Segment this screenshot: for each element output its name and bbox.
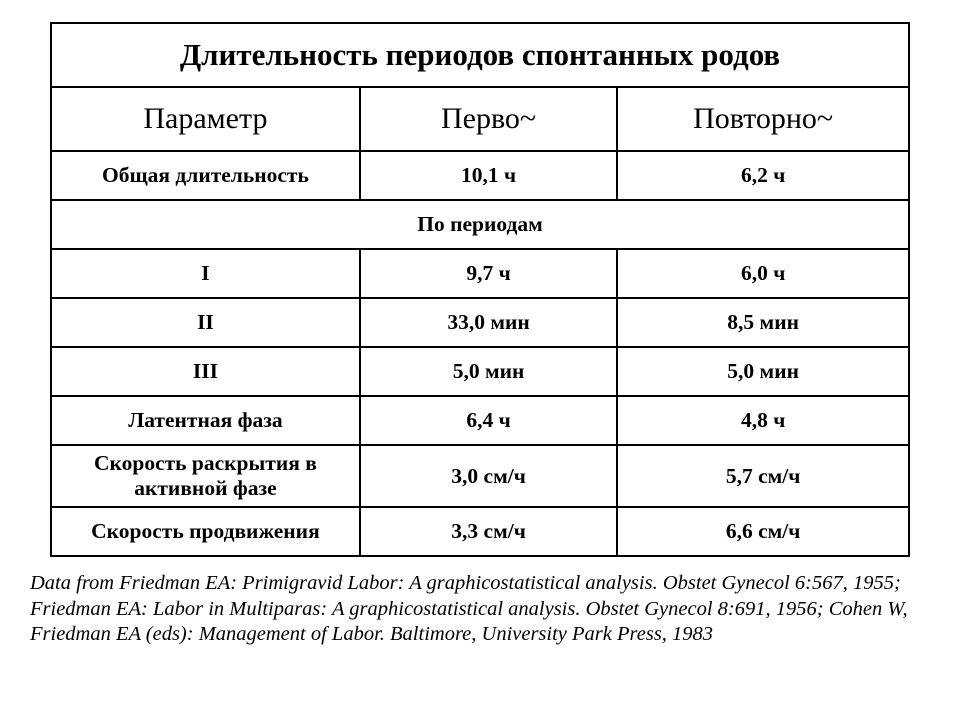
cell-label: Общая длительность [51, 151, 360, 200]
cell-primi: 3,3 см/ч [360, 507, 617, 556]
cell-multi: 6,6 см/ч [617, 507, 909, 556]
cell-label: II [51, 298, 360, 347]
header-multi: Повторно~ [617, 87, 909, 151]
cell-primi: 6,4 ч [360, 396, 617, 445]
header-param: Параметр [51, 87, 360, 151]
row-descent-rate: Скорость продвижения 3,3 см/ч 6,6 см/ч [51, 507, 909, 556]
cell-label: III [51, 347, 360, 396]
row-latent-phase: Латентная фаза 6,4 ч 4,8 ч [51, 396, 909, 445]
header-primi: Перво~ [360, 87, 617, 151]
cell-primi: 33,0 мин [360, 298, 617, 347]
cell-label: Латентная фаза [51, 396, 360, 445]
cell-multi: 4,8 ч [617, 396, 909, 445]
labor-duration-table: Длительность периодов спонтанных родов П… [50, 22, 910, 557]
cell-primi: 10,1 ч [360, 151, 617, 200]
row-period-ii: II 33,0 мин 8,5 мин [51, 298, 909, 347]
row-dilation-rate: Скорость раскрытия в активной фазе 3,0 с… [51, 445, 909, 507]
cell-label: Скорость раскрытия в активной фазе [51, 445, 360, 507]
cell-label: I [51, 249, 360, 298]
cell-multi: 6,2 ч [617, 151, 909, 200]
cell-primi: 5,0 мин [360, 347, 617, 396]
cell-multi: 6,0 ч [617, 249, 909, 298]
section-label: По периодам [51, 200, 909, 249]
slide: Длительность периодов спонтанных родов П… [0, 0, 960, 557]
cell-primi: 9,7 ч [360, 249, 617, 298]
row-by-periods: По периодам [51, 200, 909, 249]
citation-text: Data from Friedman EA: Primigravid Labor… [0, 557, 960, 648]
cell-primi: 3,0 см/ч [360, 445, 617, 507]
cell-multi: 5,7 см/ч [617, 445, 909, 507]
cell-multi: 5,0 мин [617, 347, 909, 396]
table-title: Длительность периодов спонтанных родов [51, 23, 909, 87]
row-period-i: I 9,7 ч 6,0 ч [51, 249, 909, 298]
table-header-row: Параметр Перво~ Повторно~ [51, 87, 909, 151]
cell-multi: 8,5 мин [617, 298, 909, 347]
row-total-duration: Общая длительность 10,1 ч 6,2 ч [51, 151, 909, 200]
row-period-iii: III 5,0 мин 5,0 мин [51, 347, 909, 396]
cell-label: Скорость продвижения [51, 507, 360, 556]
table-title-row: Длительность периодов спонтанных родов [51, 23, 909, 87]
